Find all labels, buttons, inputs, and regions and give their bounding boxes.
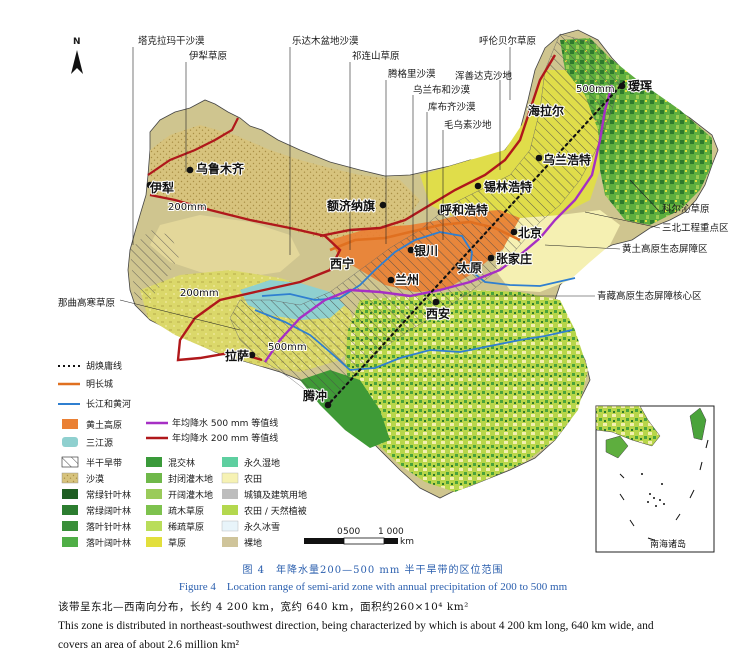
label-tengger: 腾格里沙漠	[388, 68, 436, 80]
label-qilian: 祁连山草原	[352, 50, 400, 62]
legend: 胡焕庸线 明长城 长江和黄河 年均降水 500 mm 等值线 年均降水 200 …	[58, 360, 307, 549]
legend-isohyet-500: 年均降水 500 mm 等值线	[172, 417, 278, 429]
city-ejina: 额济纳旗	[327, 198, 375, 213]
label-gurbantunggut: 乐达木盆地沙漠	[292, 35, 359, 47]
city-tengchong: 腾冲	[302, 388, 327, 403]
legend-evergreen-needle: 常绿针叶林	[86, 489, 131, 501]
legend-semi-arid: 半干旱带	[86, 457, 122, 469]
legend-closed-shrub: 封闭灌木地	[168, 473, 213, 485]
north-label: N	[73, 37, 81, 47]
legend-rivers: 长江和黄河	[86, 398, 131, 410]
city-beijing: 北京	[518, 225, 542, 240]
legend-evergreen-broad: 常绿阔叶林	[86, 505, 131, 517]
city-yining: 伊犁	[149, 180, 174, 195]
city-yinchuan: 银川	[414, 243, 438, 258]
city-hohhot: 呼和浩特	[440, 202, 488, 217]
label-horqin: 科尔沁草原	[662, 203, 710, 215]
city-taiyuan: 太原	[458, 260, 482, 275]
legend-wetland: 永久湿地	[244, 457, 280, 469]
description-english-line-1: This zone is distributed in northeast-so…	[58, 620, 654, 632]
legend-crop-mosaic: 农田 / 天然植被	[244, 505, 307, 517]
tarim-basin	[150, 215, 300, 278]
isohyet-500	[264, 84, 614, 363]
city-markers	[146, 82, 626, 409]
south-china-mosaic	[345, 290, 588, 492]
legend-snow-ice: 永久冰雪	[244, 521, 280, 533]
description-chinese: 该带呈东北—西南向分布，长约 4 200 km，宽约 640 km，面积约260…	[58, 601, 469, 613]
city-ulanhot: 乌兰浩特	[543, 152, 591, 167]
legend-savanna: 稀疏草原	[168, 521, 204, 533]
legend-great-wall: 明长城	[86, 378, 113, 390]
label-hunlunbuir: 呼伦贝尔草原	[479, 35, 536, 47]
isohyet-label-500-b: 500mm	[268, 342, 307, 353]
inset-label: 南海诸岛	[650, 538, 686, 550]
legend-grassland: 草原	[168, 537, 186, 549]
scale-bar: 0 500 1 000 km	[304, 527, 414, 547]
scale-1000: 1 000	[378, 527, 404, 537]
isohyet-200-east	[149, 193, 342, 362]
legend-open-shrub: 开阔灌木地	[168, 489, 213, 501]
label-hunshandake: 浑善达克沙地	[455, 70, 513, 82]
city-aihui: 瑷珲	[628, 78, 652, 93]
city-hailar: 海拉尔	[528, 103, 564, 118]
legend-isohyet-200: 年均降水 200 mm 等值线	[172, 432, 278, 444]
description-english-line-2: covers an area of about 2.6 million km²	[58, 639, 240, 651]
legend-sanjiangyuan: 三江源	[86, 438, 113, 449]
isohyet-label-200-b: 200mm	[180, 288, 219, 299]
label-qt-barrier: 青藏高原生态屏障核心区	[597, 290, 702, 302]
legend-mixed-forest: 混交林	[168, 457, 195, 469]
label-naqu: 那曲高寒草原	[58, 297, 115, 309]
legend-desert: 沙漠	[86, 474, 104, 485]
semi-arid-belt	[229, 33, 621, 406]
isohyet-label-200-a: 200mm	[168, 202, 207, 213]
city-lanzhou: 兰州	[395, 272, 419, 287]
semi-arid-west	[130, 230, 180, 300]
label-three-north: 三北工程重点区	[662, 222, 729, 234]
description-english: This zone is distributed in northeast-so…	[58, 617, 698, 655]
region-labels	[119, 47, 661, 331]
city-urumqi: 乌鲁木齐	[196, 161, 245, 176]
city-lhasa: 拉萨	[225, 348, 249, 363]
map-figure: N 塔克拉玛干沙漠 伊犁草原 乐达木盆地沙漠 祁连山草原 腾格里沙漠 乌兰布和沙…	[58, 29, 729, 553]
north-arrow-icon	[71, 50, 83, 74]
caption-english: Figure 4 Location range of semi-arid zon…	[178, 581, 568, 593]
city-zhangjiakou: 张家庄	[496, 251, 532, 266]
legend-urban: 城镇及建筑用地	[244, 489, 307, 501]
label-taklimakan: 塔克拉玛干沙漠	[138, 35, 205, 47]
legend-barren: 裸地	[244, 537, 262, 549]
legend-deciduous-needle: 落叶针叶林	[86, 521, 131, 533]
south-china-sea-inset: 南海诸岛	[595, 405, 715, 553]
yangtze-river	[254, 309, 573, 371]
city-xining: 西宁	[330, 256, 354, 271]
scale-500: 500	[343, 527, 360, 537]
legend-loess: 黄土高原	[86, 419, 122, 431]
label-muus: 毛乌素沙地	[444, 119, 492, 131]
city-xian: 西安	[426, 306, 450, 321]
scale-0: 0	[337, 527, 343, 537]
label-ulanbuh: 乌兰布和沙漠	[413, 84, 471, 96]
scale-unit: km	[400, 537, 414, 547]
label-loess-barrier: 黄土高原生态屏障区	[622, 243, 708, 255]
legend-hu-line: 胡焕庸线	[86, 360, 122, 372]
caption-chinese: 图 4 年降水量200—500 mm 半干旱带的区位范围	[242, 565, 504, 576]
city-xilinhot: 锡林浩特	[484, 179, 532, 194]
label-yili: 伊犁草原	[189, 50, 227, 62]
legend-sparse-savanna: 疏木草原	[168, 505, 204, 517]
label-hobq: 库布齐沙漠	[428, 101, 476, 113]
hu-line	[323, 80, 626, 410]
legend-deciduous-broad: 落叶阔叶林	[86, 537, 131, 549]
legend-cropland: 农田	[244, 473, 262, 485]
isohyet-200-west	[147, 117, 239, 176]
isohyet-label-500-a: 500mm	[576, 84, 615, 95]
great-wall	[329, 220, 521, 252]
